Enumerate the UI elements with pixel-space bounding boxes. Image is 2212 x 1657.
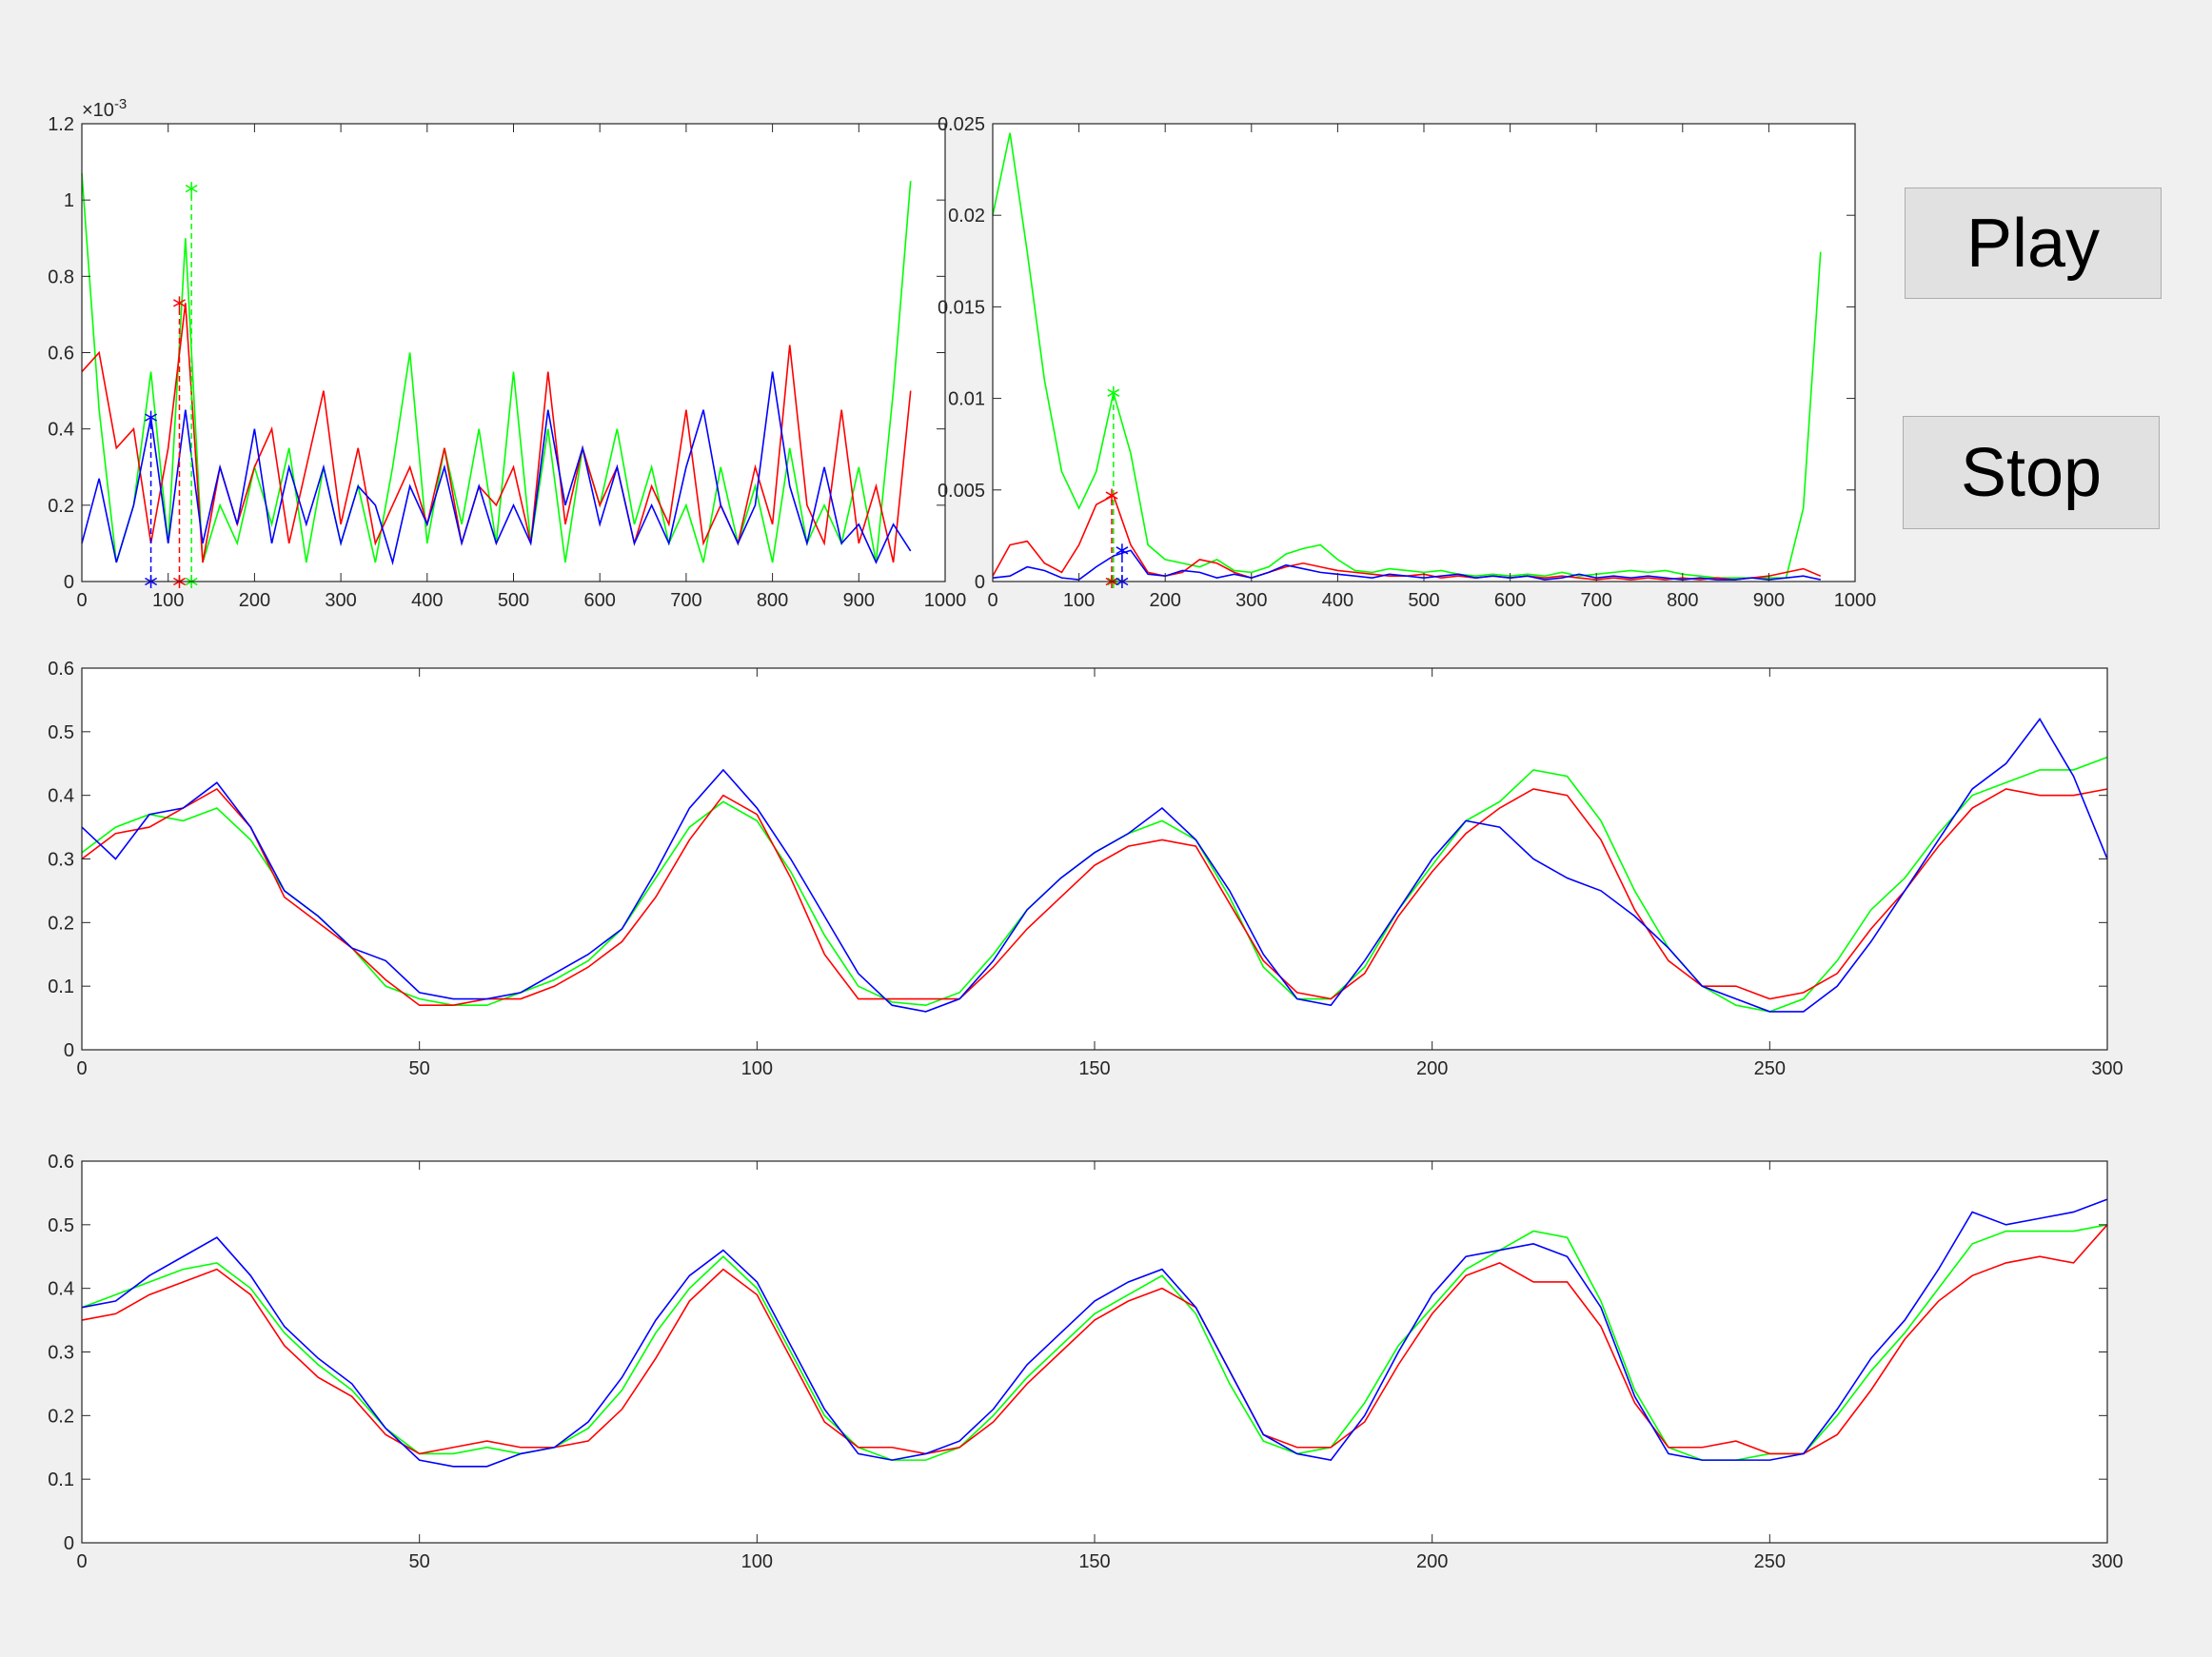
axes-background [993, 124, 1855, 582]
y-tick-label: 0 [64, 572, 74, 593]
y-tick-label: 0.02 [948, 206, 985, 227]
x-tick-label: 400 [1322, 590, 1353, 611]
x-tick-label: 1000 [1834, 590, 1877, 611]
x-tick-label: 250 [1754, 1058, 1786, 1079]
x-tick-label: 0 [76, 590, 87, 611]
x-tick-label: 200 [1416, 1551, 1448, 1572]
x-tick-label: 1000 [924, 590, 967, 611]
stop-button[interactable]: Stop [1903, 416, 2160, 529]
marker-stroke [1107, 388, 1120, 397]
y-tick-label: 0 [64, 1040, 74, 1061]
y-tick-label: 0.6 [48, 344, 74, 365]
y-multiplier-base: ×10 [82, 100, 114, 121]
y-tick-label: 1 [64, 190, 74, 211]
marker-stroke [1116, 546, 1129, 555]
x-tick-label: 100 [152, 590, 184, 611]
x-tick-label: 200 [1150, 590, 1181, 611]
y-tick-label: 0.025 [938, 114, 985, 135]
y-tick-label: 0.2 [48, 913, 74, 934]
data-line [81, 1224, 2108, 1455]
marker-stroke [185, 184, 198, 193]
data-line [81, 1198, 2108, 1468]
x-tick-label: 100 [741, 1551, 773, 1572]
axes-background [82, 1161, 2107, 1543]
peak-marker [173, 296, 186, 310]
y-tick-label: 0.3 [48, 1343, 74, 1364]
y-tick-label: 0.8 [48, 266, 74, 287]
x-tick-label: 250 [1754, 1551, 1786, 1572]
x-tick-label: 50 [409, 1058, 430, 1079]
x-tick-label: 150 [1078, 1058, 1110, 1079]
marker-stroke [145, 413, 158, 422]
peak-marker [185, 182, 198, 196]
x-tick-label: 500 [1408, 590, 1439, 611]
data-line [81, 787, 2108, 1007]
x-tick-label: 0 [987, 590, 997, 611]
marker-stroke [173, 299, 186, 307]
data-line [81, 718, 2108, 1013]
y-tick-label: 0.2 [48, 496, 74, 517]
peak-marker [145, 410, 158, 424]
x-tick-label: 600 [584, 590, 616, 611]
x-tick-label: 700 [670, 590, 701, 611]
x-tick-label: 700 [1581, 590, 1612, 611]
y-tick-label: 0.3 [48, 850, 74, 871]
y-tick-label: 0.015 [938, 297, 985, 318]
x-tick-label: 0 [76, 1058, 87, 1079]
x-tick-label: 500 [498, 590, 529, 611]
x-tick-label: 200 [1416, 1058, 1448, 1079]
y-tick-label: 0.5 [48, 722, 74, 743]
y-tick-label: 0.005 [938, 481, 985, 502]
x-tick-label: 300 [325, 590, 356, 611]
y-tick-label: 1.2 [48, 114, 74, 135]
y-tick-label: 0 [64, 1533, 74, 1554]
peak-marker [1116, 543, 1129, 558]
data-line [81, 371, 912, 566]
y-tick-label: 0.4 [48, 786, 74, 807]
y-tick-label: 0.5 [48, 1215, 74, 1236]
x-tick-label: 100 [741, 1058, 773, 1079]
y-tick-label: 0.2 [48, 1406, 74, 1427]
axes-background [82, 668, 2107, 1050]
x-tick-label: 300 [2091, 1058, 2123, 1079]
y-tick-label: 0.01 [948, 389, 985, 410]
y-tick-label: 0.6 [48, 1152, 74, 1173]
x-tick-label: 300 [2091, 1551, 2123, 1572]
x-tick-label: 150 [1078, 1551, 1110, 1572]
y-tick-label: 0.4 [48, 1279, 74, 1300]
play-button[interactable]: Play [1905, 187, 2162, 299]
peak-marker [1107, 385, 1120, 400]
x-tick-label: 600 [1494, 590, 1526, 611]
y-tick-label: 0.6 [48, 659, 74, 680]
y-multiplier: ×10-3 [82, 96, 127, 121]
x-tick-label: 0 [76, 1551, 87, 1572]
x-tick-label: 900 [843, 590, 875, 611]
x-tick-label: 50 [409, 1551, 430, 1572]
x-tick-label: 900 [1753, 590, 1785, 611]
y-tick-label: 0 [975, 572, 985, 593]
x-tick-label: 300 [1235, 590, 1267, 611]
x-tick-label: 400 [411, 590, 443, 611]
y-tick-label: 0.4 [48, 420, 74, 441]
x-tick-label: 100 [1063, 590, 1095, 611]
peak-marker [1105, 488, 1118, 503]
x-tick-label: 200 [239, 590, 270, 611]
marker-stroke [1105, 491, 1118, 500]
x-tick-label: 800 [757, 590, 788, 611]
y-multiplier-exponent: -3 [114, 96, 127, 112]
y-tick-label: 0.1 [48, 976, 74, 997]
y-tick-label: 0.1 [48, 1470, 74, 1490]
x-tick-label: 800 [1667, 590, 1698, 611]
